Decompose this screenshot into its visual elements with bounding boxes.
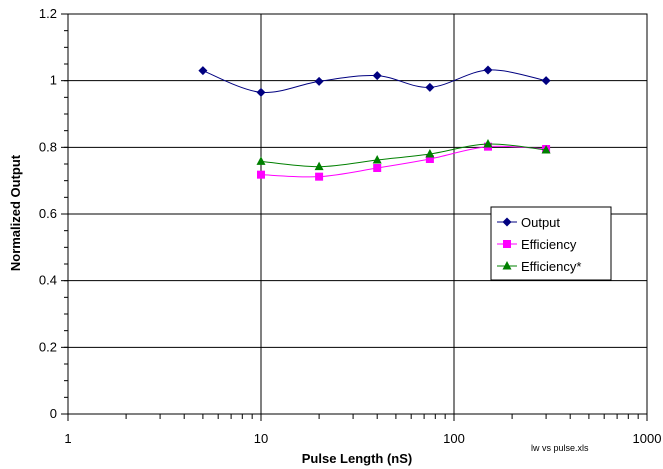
legend-item: Output	[497, 215, 560, 230]
series-efficiency-star	[256, 139, 551, 171]
data-point	[315, 172, 324, 181]
series-layer	[198, 65, 551, 181]
y-tick-label: 0.8	[39, 139, 57, 154]
y-tick-label: 0.6	[39, 206, 57, 221]
data-point	[314, 76, 324, 86]
y-tick-label: 0.4	[39, 273, 57, 288]
x-tick-label: 1	[64, 431, 71, 446]
data-point	[373, 164, 382, 172]
legend-item: Efficiency	[497, 237, 577, 252]
data-point	[257, 170, 265, 179]
x-tick-label: 10	[254, 431, 268, 446]
x-tick-label: 100	[443, 431, 465, 446]
data-point	[483, 65, 493, 75]
x-axis-title: Pulse Length (nS)	[302, 451, 413, 466]
y-axis-title: Normalized Output	[8, 154, 23, 271]
y-axis-tick-labels: 0 0.2 0.4 0.6 0.8 1 1.2	[39, 6, 57, 421]
data-point	[372, 71, 382, 81]
y-tick-label: 0	[50, 406, 57, 421]
y-tick-label: 0.2	[39, 339, 57, 354]
legend: Output Efficiency Efficiency*	[490, 206, 612, 281]
legend-marker	[502, 217, 512, 227]
series-output	[198, 65, 551, 97]
data-point	[425, 82, 435, 92]
series-line	[260, 143, 547, 168]
x-axis-tick-labels: 1 10 100 1000	[64, 431, 661, 446]
series-line	[260, 145, 547, 178]
legend-label: Efficiency	[521, 237, 577, 252]
x-tick-label: 1000	[633, 431, 662, 446]
y-tick-label: 1	[50, 73, 57, 88]
data-point	[198, 66, 208, 76]
legend-label: Efficiency*	[521, 259, 581, 274]
data-point	[314, 161, 324, 171]
x-axis-minor-ticks	[61, 13, 648, 421]
data-point	[425, 155, 434, 163]
legend-label: Output	[521, 215, 560, 230]
data-point	[483, 139, 493, 148]
legend-marker	[503, 240, 511, 248]
legend-marker	[502, 261, 512, 270]
data-point	[541, 145, 551, 154]
legend-item: Efficiency*	[497, 259, 581, 274]
data-point	[256, 156, 266, 165]
data-point	[541, 76, 551, 86]
source-file-note: lw vs pulse.xls	[531, 443, 589, 453]
data-point	[256, 87, 266, 97]
data-point	[372, 155, 382, 164]
y-tick-label: 1.2	[39, 6, 57, 21]
data-point	[425, 149, 435, 158]
